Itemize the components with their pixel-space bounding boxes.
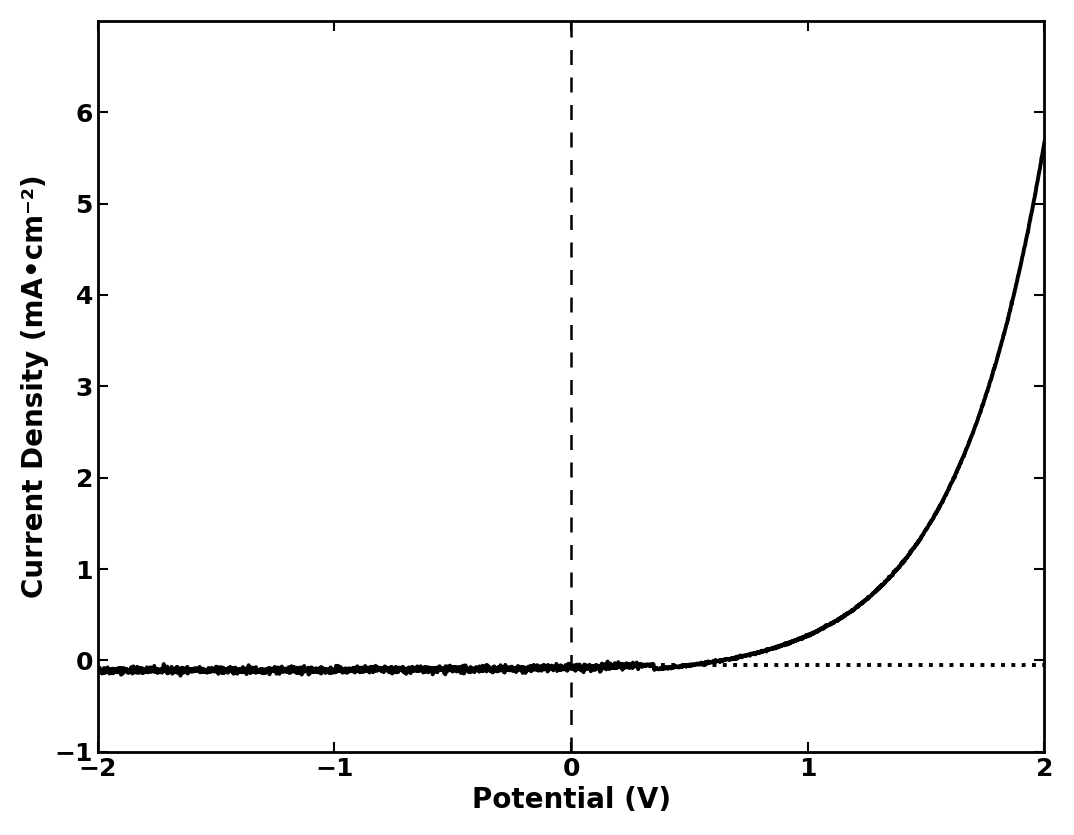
Y-axis label: Current Density (mA•cm⁻²): Current Density (mA•cm⁻²): [20, 175, 48, 598]
X-axis label: Potential (V): Potential (V): [471, 787, 670, 814]
